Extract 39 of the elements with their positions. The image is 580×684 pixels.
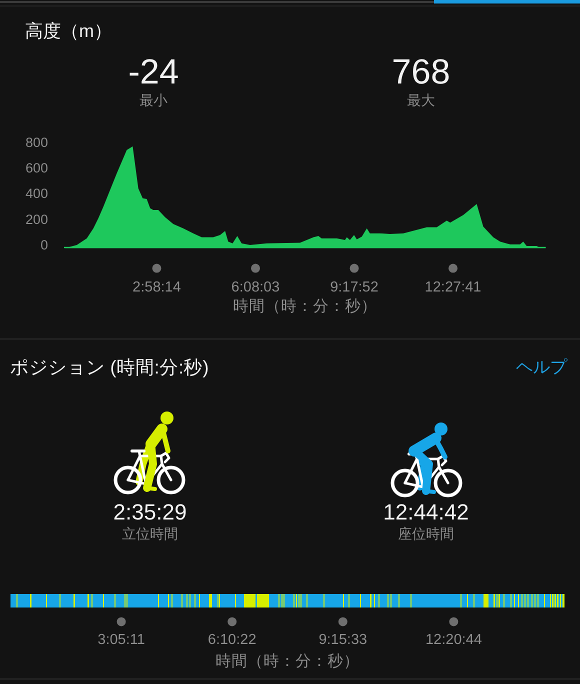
x-tick-label: 9:17:52 bbox=[330, 279, 378, 296]
text: ヘルプ bbox=[516, 358, 568, 376]
y-tick-label: 400 bbox=[25, 186, 48, 202]
y-tick-label: 600 bbox=[25, 160, 48, 176]
y-tick-label: 200 bbox=[25, 212, 48, 227]
chart-title: ポジション (時間:分:秒) bbox=[10, 356, 209, 378]
bar bbox=[488, 594, 494, 608]
text: 12:44:42 bbox=[383, 500, 469, 524]
x-tick-label: 9:15:33 bbox=[318, 632, 368, 648]
text: 座位時間 bbox=[398, 526, 454, 542]
text: 立位時間 bbox=[122, 526, 178, 542]
bar bbox=[190, 594, 195, 608]
x-tick-label: 3:05:11 bbox=[98, 632, 145, 648]
x-tick-label: 6:10:22 bbox=[208, 632, 256, 648]
x-tick-label: 6:08:03 bbox=[231, 279, 280, 296]
bar bbox=[532, 594, 535, 608]
x-axis-title: 時間（時：分：秒） bbox=[232, 297, 377, 316]
y-tick-label: 0 bbox=[40, 238, 48, 253]
bar bbox=[268, 594, 278, 608]
x-tick-label: 2:58:14 bbox=[132, 279, 181, 296]
chart-title: 高度（m） bbox=[25, 21, 112, 41]
bar bbox=[284, 594, 294, 608]
y-tick-label: 800 bbox=[25, 134, 48, 150]
text: 最小 bbox=[140, 92, 168, 108]
x-axis-title: 時間（時：分：秒） bbox=[216, 652, 360, 670]
bar bbox=[522, 594, 525, 608]
x-tick-label: 12:27:41 bbox=[424, 279, 482, 296]
bar bbox=[504, 594, 511, 608]
x-tick-label: 12:20:44 bbox=[425, 632, 482, 648]
bar bbox=[209, 594, 212, 608]
text: 768 bbox=[392, 52, 450, 92]
bar bbox=[514, 594, 518, 608]
text: 最大 bbox=[407, 92, 435, 108]
bar bbox=[528, 594, 532, 608]
text: 2:35:29 bbox=[113, 500, 187, 524]
bar bbox=[483, 594, 489, 608]
bar bbox=[518, 594, 522, 608]
bar bbox=[212, 594, 218, 608]
text: -24 bbox=[128, 52, 179, 92]
